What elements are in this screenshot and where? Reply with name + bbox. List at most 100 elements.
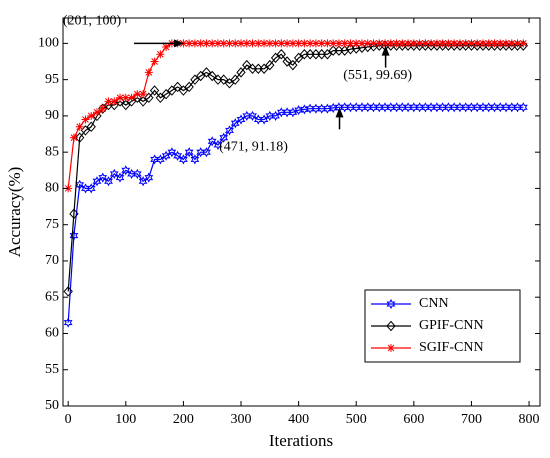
series-marker [265, 59, 275, 71]
series-marker [225, 125, 234, 136]
series-marker [207, 70, 217, 82]
series-marker [242, 59, 252, 71]
series-marker [455, 39, 464, 48]
series-marker [230, 74, 240, 85]
annotation-text: (551, 99.69) [343, 68, 412, 83]
series-marker [254, 39, 263, 48]
series-marker [213, 39, 222, 48]
series-line [67, 45, 524, 292]
x-tick-label: 300 [231, 412, 252, 427]
series-marker [293, 52, 304, 64]
series-marker [161, 88, 171, 100]
series-marker [156, 50, 165, 59]
series-marker [155, 92, 166, 104]
series-marker [518, 40, 528, 51]
series-marker [69, 230, 79, 241]
series-marker [196, 39, 205, 48]
series-marker [98, 103, 108, 114]
x-tick-label: 500 [346, 412, 367, 427]
series-marker [323, 103, 332, 114]
series-marker [231, 39, 240, 48]
series-marker [237, 39, 246, 48]
series-marker [75, 132, 85, 143]
x-axis-label: Iterations [269, 431, 333, 450]
series-marker [185, 39, 194, 48]
series-marker [276, 49, 287, 60]
series-marker [138, 96, 148, 107]
series-marker [271, 39, 280, 48]
series-marker [219, 132, 229, 143]
series-marker [213, 139, 223, 150]
series-marker [92, 108, 101, 117]
series-marker [173, 150, 183, 161]
series-marker [363, 39, 372, 48]
series-marker [375, 39, 384, 48]
annotation-text: (201, 100) [63, 14, 122, 29]
series-marker [473, 39, 482, 48]
series-marker [109, 168, 119, 179]
series-marker [207, 136, 217, 147]
series-marker [386, 39, 395, 48]
y-tick-label: 95 [45, 72, 59, 87]
y-tick-label: 90 [45, 108, 59, 123]
series-marker [352, 39, 361, 48]
series-marker [398, 39, 407, 48]
series-marker [323, 39, 332, 48]
series-marker [518, 102, 528, 113]
series-marker [277, 39, 286, 48]
series-marker [121, 93, 130, 102]
series-marker [110, 97, 119, 106]
x-tick-label: 100 [115, 412, 136, 427]
series-marker [98, 172, 108, 183]
series-marker [242, 39, 251, 48]
series-marker [149, 85, 160, 96]
series-marker [513, 39, 522, 48]
series-marker [438, 39, 447, 48]
series-marker [121, 165, 131, 176]
series-marker [80, 125, 91, 136]
series-marker [87, 111, 96, 120]
series-marker [133, 90, 142, 99]
series-marker [300, 39, 309, 48]
series-marker [432, 39, 441, 48]
series-marker [190, 74, 200, 85]
legend-label: GPIF-CNN [419, 318, 484, 333]
series-marker [202, 147, 211, 158]
series-marker [484, 39, 493, 48]
series-marker [340, 45, 350, 56]
series-marker [116, 93, 125, 102]
series-marker [167, 147, 177, 158]
series-marker [381, 39, 390, 48]
series-marker [322, 49, 333, 60]
x-tick-label: 0 [65, 412, 72, 427]
legend-marker [386, 320, 396, 332]
series-marker [144, 172, 154, 183]
legend-label: CNN [419, 296, 449, 311]
series-marker [150, 57, 159, 66]
series-marker [294, 105, 304, 116]
series-marker [86, 121, 96, 133]
series-marker [162, 43, 171, 52]
y-axis-label: Accuracy(%) [5, 167, 24, 258]
series-marker [427, 39, 436, 48]
series-marker [86, 183, 96, 194]
series-marker [127, 93, 136, 102]
series-marker [104, 176, 113, 187]
series-marker [81, 115, 90, 124]
series-marker [202, 39, 211, 48]
series-marker [201, 67, 212, 78]
series-marker [132, 168, 142, 179]
series-marker [190, 154, 200, 165]
series-marker [306, 39, 315, 48]
series-marker [178, 85, 189, 96]
y-tick-label: 65 [45, 289, 59, 304]
series-marker [392, 39, 401, 48]
y-tick-label: 100 [38, 36, 59, 51]
series-marker [69, 208, 79, 220]
series-marker [461, 39, 470, 48]
series-marker [167, 85, 177, 96]
series-marker [184, 147, 194, 158]
y-tick-label: 85 [45, 144, 59, 159]
series-marker [299, 104, 309, 115]
